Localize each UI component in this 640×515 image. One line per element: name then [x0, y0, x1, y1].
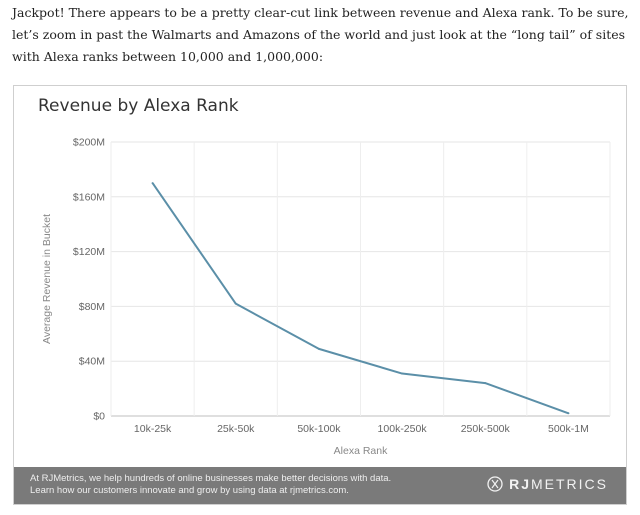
x-tick-label: 100k-250k	[378, 423, 428, 435]
data-point	[234, 302, 237, 305]
x-axis-label: Alexa Rank	[334, 445, 388, 457]
x-tick-label: 500k-1M	[548, 423, 589, 435]
data-point	[484, 382, 487, 385]
chart-title: Revenue by Alexa Rank	[38, 96, 239, 116]
brand-name-rest: METRICS	[531, 476, 608, 492]
brand-logo[interactable]: RJ METRICS	[487, 476, 608, 492]
brand-name-bold: RJ	[509, 476, 531, 492]
footer-line-2: Learn how our customers innovate and gro…	[30, 485, 349, 496]
data-point	[151, 182, 154, 185]
line-chart: $0 $40M $80M $120M $160M $200M 10k-25k 25k-50k 5…	[41, 137, 611, 457]
footer-line-1: At RJMetrics, we help hundreds of online…	[30, 473, 392, 484]
y-tick-label: $80M	[79, 301, 105, 313]
data-point	[567, 412, 570, 415]
chart-card: Revenue by Alexa Rank $0 $40M $80M $120M $16…	[13, 85, 627, 505]
x-tick-label: 250k-500k	[461, 423, 511, 435]
footer-banner: At RJMetrics, we help hundreds of online…	[14, 467, 626, 504]
data-point	[401, 372, 404, 375]
x-tick-label: 25k-50k	[217, 423, 255, 435]
data-point	[317, 347, 320, 350]
series-line	[151, 182, 569, 415]
y-tick-label: $40M	[79, 356, 105, 368]
y-tick-label: $120M	[73, 246, 105, 258]
x-tick-label: 10k-25k	[134, 423, 172, 435]
y-tick-label: $160M	[73, 191, 105, 203]
y-axis-label: Average Revenue in Bucket	[41, 214, 53, 344]
x-tick-label: 50k-100k	[297, 423, 341, 435]
y-tick-label: $200M	[73, 137, 105, 149]
y-tick-label: $0	[93, 411, 105, 423]
rjmetrics-logo-icon	[487, 476, 503, 492]
intro-paragraph: Jackpot! There appears to be a pretty cl…	[12, 5, 629, 64]
